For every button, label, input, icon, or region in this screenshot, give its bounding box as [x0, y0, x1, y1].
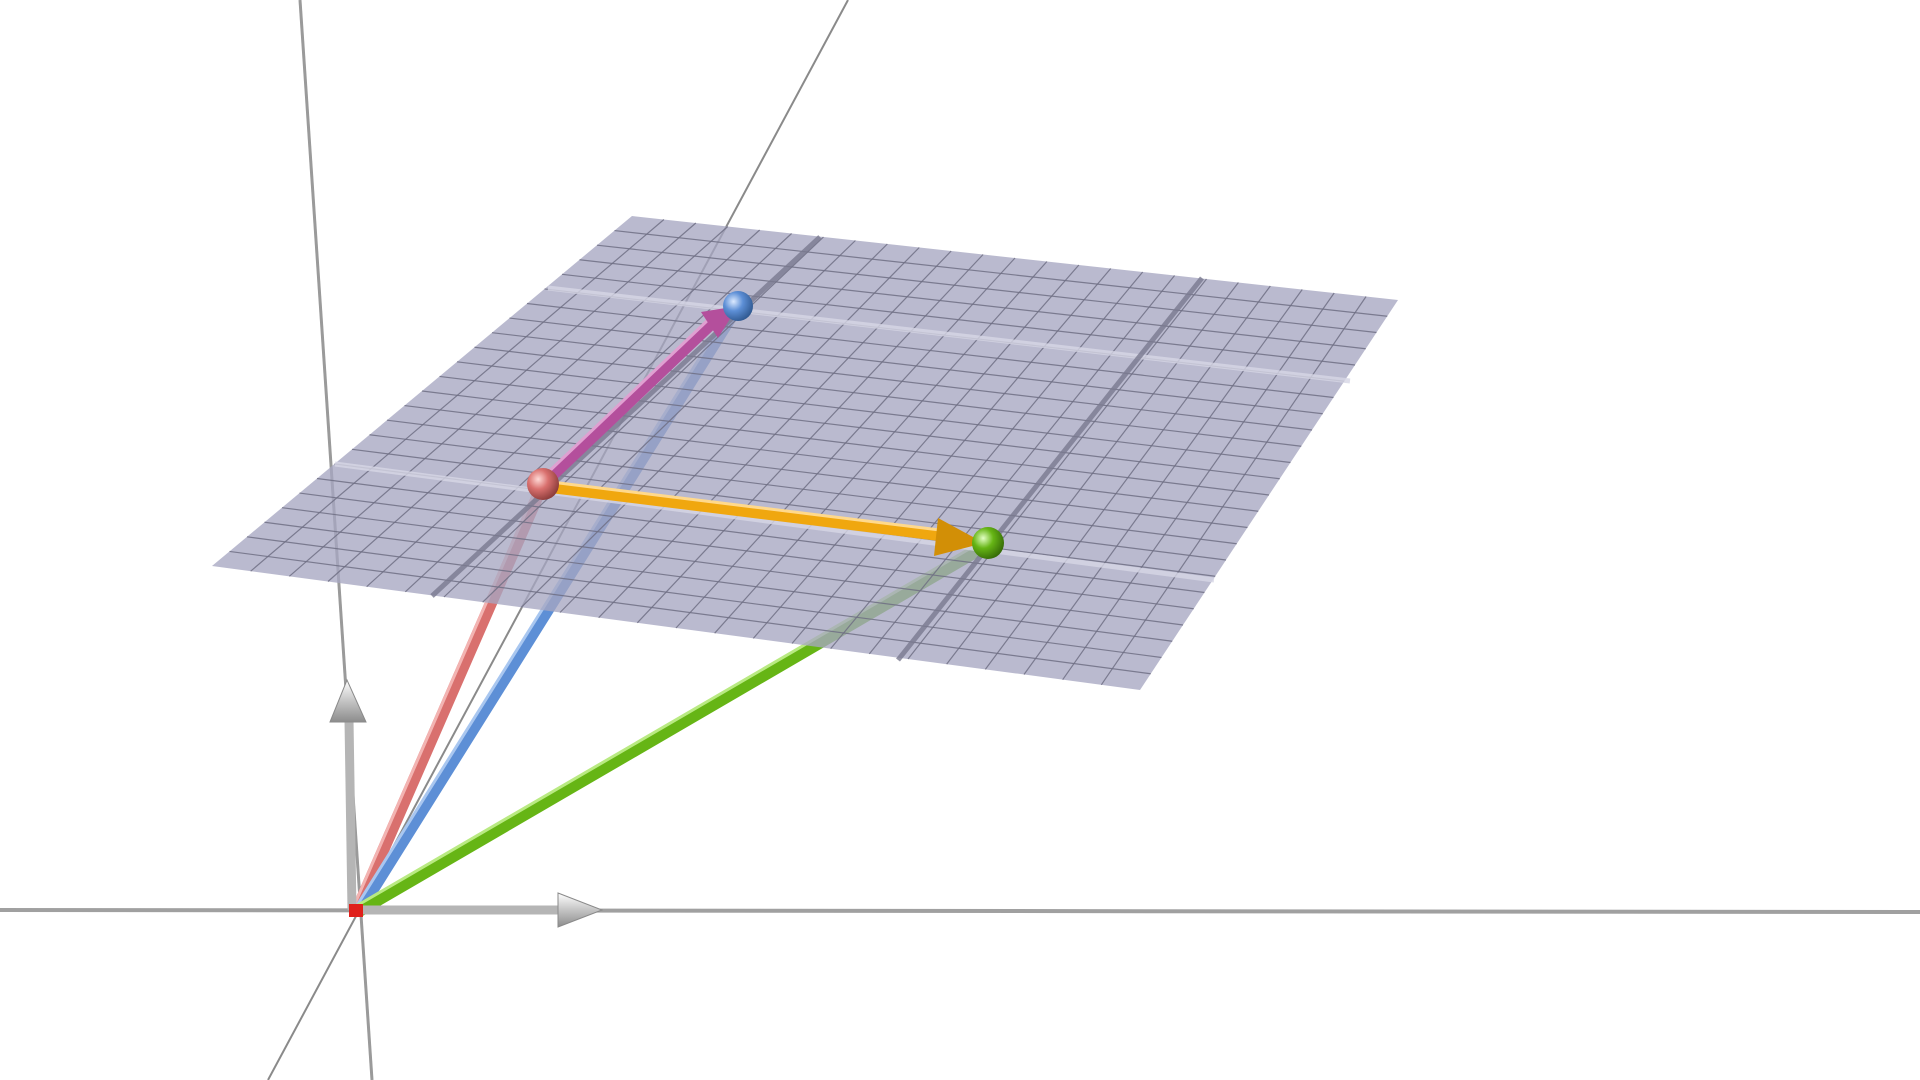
- plane-mark-2: [334, 461, 1215, 583]
- plane-grid-line: [264, 521, 1173, 642]
- plane-grid-line: [596, 244, 1377, 334]
- basis-z-arrow-shaft: [344, 719, 357, 911]
- basis-x-arrow-head: [557, 892, 604, 928]
- point-green[interactable]: [972, 527, 1004, 559]
- plane-grid-line: [491, 332, 1313, 431]
- plane-grid-line: [614, 229, 1388, 317]
- plane-mark-4: [896, 276, 1204, 662]
- plane-grid-line: [246, 536, 1162, 659]
- x-axis-line: [0, 908, 1920, 914]
- plane-grid-line: [456, 361, 1291, 464]
- plane-grid-line: [439, 375, 1280, 480]
- point-red[interactable]: [527, 468, 559, 500]
- plane-grid-line: [561, 273, 1356, 366]
- plane-grid-line: [474, 346, 1302, 447]
- plane-grid-line: [316, 477, 1205, 594]
- plane-grid-line: [404, 404, 1259, 512]
- plane-grid-line: [369, 434, 1237, 545]
- plane-grid-line: [509, 317, 1323, 415]
- point-blue[interactable]: [723, 291, 753, 321]
- vector-red-to-blue[interactable]: [537, 317, 718, 490]
- origin-point[interactable]: [349, 904, 363, 917]
- plane-grid-line: [579, 259, 1366, 350]
- plane-mark-1: [547, 285, 1351, 384]
- basis-arrows: [329, 678, 604, 928]
- grid-plane: [212, 216, 1398, 690]
- plane-grid-line: [421, 390, 1270, 496]
- points: [527, 291, 1004, 559]
- plane-grid-line: [351, 448, 1227, 561]
- plane-vectors: [537, 306, 984, 556]
- plane-grid-line: [386, 419, 1248, 529]
- plane-grid-line: [281, 507, 1184, 626]
- vector-red-to-green-highlight: [542, 479, 949, 533]
- plane-grid-line: [299, 492, 1194, 610]
- plane-grid-line: [229, 550, 1151, 675]
- basis-z-arrow-head: [329, 678, 367, 723]
- vector-red-to-blue-highlight: [538, 317, 711, 482]
- plane-grid-lines: [229, 219, 1388, 686]
- vector-red-to-green-head[interactable]: [934, 518, 984, 556]
- plane-grid-line: [526, 302, 1334, 399]
- plane-mark-3: [430, 235, 822, 598]
- vector-red-to-green[interactable]: [537, 480, 954, 542]
